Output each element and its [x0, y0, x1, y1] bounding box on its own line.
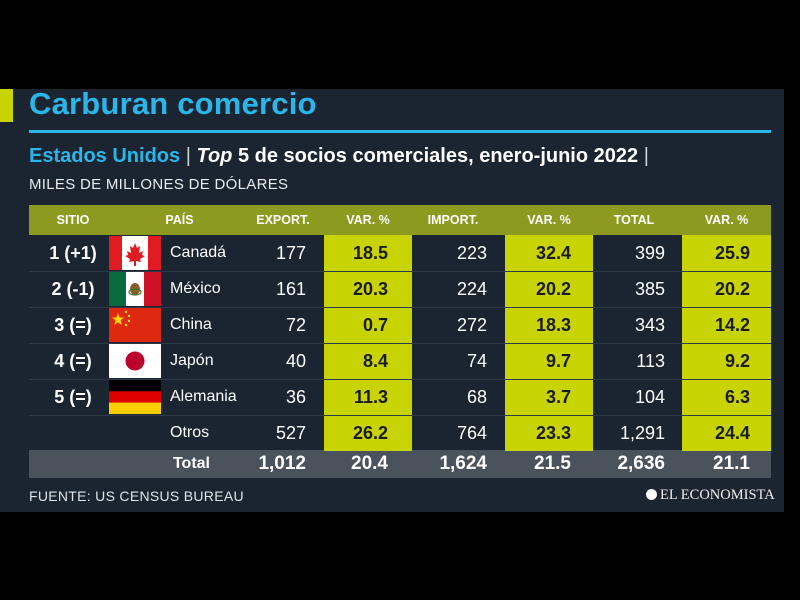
title-accent-bar — [0, 89, 13, 122]
total-var-cell: 24.4 — [714, 423, 750, 443]
country-cell: Alemania — [170, 388, 237, 405]
brand-logo: EL ECONOMISTA — [646, 487, 775, 504]
japan-flag — [109, 344, 161, 378]
total-import-var: 21.5 — [534, 453, 571, 474]
import-cell: 224 — [456, 279, 487, 299]
header-import-var: VAR. % — [527, 213, 571, 227]
import-var-cell: 23.3 — [535, 423, 571, 443]
site-cell: 4 (=) — [54, 351, 92, 371]
total-cell: 399 — [634, 243, 665, 263]
subtitle-country: Estados Unidos — [29, 145, 181, 167]
row-divider — [29, 415, 771, 416]
total-export-var: 20.4 — [351, 453, 388, 474]
total-cell: 104 — [634, 387, 665, 407]
germany-flag — [109, 380, 161, 414]
export-var-cell: 0.7 — [362, 315, 388, 335]
total-export: 1,012 — [258, 453, 306, 474]
site-cell: 5 (=) — [54, 387, 92, 407]
subtitle-text: 5 de socios comerciales, enero-junio 202… — [237, 145, 639, 167]
import-cell: 74 — [466, 351, 487, 371]
subtitle-trailing-separator: | — [643, 145, 649, 167]
export-cell: 36 — [285, 387, 306, 407]
title-rule — [29, 130, 771, 133]
site-cell: 3 (=) — [54, 315, 92, 335]
import-var-cell: 9.7 — [545, 351, 571, 371]
header-export-var: VAR. % — [346, 213, 390, 227]
total-var-cell: 14.2 — [714, 315, 750, 335]
row-divider — [29, 271, 771, 272]
china-flag — [109, 308, 161, 342]
import-var-cell: 3.7 — [545, 387, 571, 407]
export-var-cell: 8.4 — [362, 351, 388, 371]
import-var-cell: 20.2 — [535, 279, 571, 299]
total-total-var: 21.1 — [713, 453, 750, 474]
canada-flag — [109, 236, 161, 270]
total-var-cell: 9.2 — [724, 351, 750, 371]
source-note: FUENTE: US CENSUS BUREAU — [29, 488, 244, 504]
import-cell: 68 — [466, 387, 487, 407]
export-cell: 40 — [285, 351, 306, 371]
table-header — [29, 205, 771, 235]
import-cell: 272 — [456, 315, 487, 335]
export-cell: 72 — [285, 315, 306, 335]
total-import: 1,624 — [439, 453, 487, 474]
import-cell: 223 — [456, 243, 487, 263]
header-export: EXPORT. — [256, 213, 310, 227]
site-cell: 2 (-1) — [51, 279, 95, 299]
site-cell — [29, 415, 117, 451]
brand-name: EL ECONOMISTA — [660, 487, 775, 503]
total-var-cell: 25.9 — [714, 243, 750, 263]
import-var-cell: 32.4 — [535, 243, 571, 263]
total-cell: 385 — [634, 279, 665, 299]
total-var-cell: 6.3 — [724, 387, 750, 407]
total-row — [29, 450, 771, 478]
total-cell: 343 — [634, 315, 665, 335]
export-var-cell: 18.5 — [352, 243, 388, 263]
import-var-cell: 18.3 — [535, 315, 571, 335]
row-divider — [29, 379, 771, 380]
import-cell: 764 — [456, 423, 487, 443]
mexico-flag — [109, 272, 161, 306]
export-var-cell: 26.2 — [352, 423, 388, 443]
brand-icon — [646, 489, 657, 500]
country-cell: Otros — [170, 424, 210, 441]
total-cell: 1,291 — [619, 423, 665, 443]
export-cell: 177 — [275, 243, 306, 263]
export-cell: 527 — [275, 423, 306, 443]
row-divider — [29, 307, 771, 308]
header-site: SITIO — [56, 213, 90, 227]
row-divider — [29, 343, 771, 344]
page-title: Carburan comercio — [29, 86, 317, 121]
total-var-cell: 20.2 — [714, 279, 750, 299]
export-cell: 161 — [275, 279, 306, 299]
total-total: 2,636 — [617, 453, 665, 474]
header-total: TOTAL — [613, 213, 655, 227]
subtitle-separator: | — [185, 145, 191, 167]
country-cell: China — [170, 316, 212, 333]
country-cell: México — [170, 280, 221, 297]
country-cell: Japón — [170, 352, 214, 369]
header-country: PAÍS — [165, 213, 194, 227]
site-cell: 1 (+1) — [49, 243, 97, 263]
total-cell: 113 — [636, 351, 665, 371]
subtitle-italic: Top — [196, 145, 233, 167]
header-total-var: VAR. % — [704, 213, 749, 227]
export-var-cell: 20.3 — [352, 279, 388, 299]
country-cell: Canadá — [170, 244, 227, 261]
units-label: MILES DE MILLONES DE DÓLARES — [29, 176, 289, 193]
export-var-cell: 11.3 — [353, 387, 388, 407]
subtitle: Estados Unidos | Top 5 de socios comerci… — [29, 145, 649, 168]
total-label: Total — [172, 455, 210, 472]
header-import: IMPORT. — [427, 213, 479, 227]
